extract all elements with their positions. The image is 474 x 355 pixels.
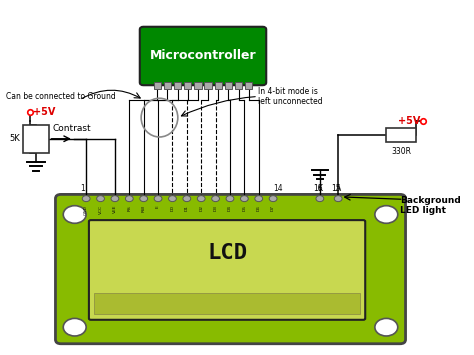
Circle shape <box>226 196 234 202</box>
Circle shape <box>316 196 324 202</box>
Bar <box>23 125 49 153</box>
Text: 1: 1 <box>80 184 85 193</box>
Text: A: A <box>336 184 341 193</box>
Circle shape <box>334 196 342 202</box>
Circle shape <box>375 206 398 223</box>
Bar <box>386 128 416 142</box>
Circle shape <box>111 196 119 202</box>
Bar <box>204 82 212 89</box>
Text: RW: RW <box>142 205 146 212</box>
Circle shape <box>82 196 90 202</box>
Text: VEE: VEE <box>113 205 117 213</box>
Text: D3: D3 <box>214 205 218 211</box>
Circle shape <box>269 196 277 202</box>
Text: D4: D4 <box>228 205 232 211</box>
Text: In 4-bit mode is
left unconnected: In 4-bit mode is left unconnected <box>258 87 323 106</box>
Text: D0: D0 <box>171 205 174 211</box>
Bar <box>154 82 161 89</box>
Text: K: K <box>318 184 322 193</box>
Text: 14: 14 <box>273 184 283 193</box>
Text: 5K: 5K <box>9 134 20 143</box>
Text: +5V: +5V <box>34 107 56 118</box>
Bar <box>184 82 191 89</box>
Circle shape <box>255 196 263 202</box>
Circle shape <box>140 196 147 202</box>
Circle shape <box>197 196 205 202</box>
Text: GND: GND <box>84 205 88 215</box>
Bar <box>164 82 171 89</box>
Text: 15: 15 <box>331 184 341 193</box>
Text: RS: RS <box>128 205 131 211</box>
Circle shape <box>154 196 162 202</box>
Circle shape <box>183 196 191 202</box>
Bar <box>225 82 232 89</box>
Text: 16: 16 <box>313 184 322 193</box>
Bar <box>194 82 201 89</box>
FancyBboxPatch shape <box>89 220 365 320</box>
Circle shape <box>97 196 104 202</box>
Text: Contrast: Contrast <box>52 125 91 133</box>
Text: 330R: 330R <box>391 147 411 155</box>
Text: VCC: VCC <box>99 205 102 214</box>
Bar <box>245 82 253 89</box>
Circle shape <box>375 318 398 336</box>
Text: Background
LED light: Background LED light <box>400 196 461 215</box>
Text: Microcontroller: Microcontroller <box>150 49 256 62</box>
Circle shape <box>63 318 86 336</box>
Text: D7: D7 <box>271 205 275 211</box>
Bar <box>235 82 242 89</box>
Text: E: E <box>156 205 160 208</box>
Bar <box>215 82 222 89</box>
Text: LCD: LCD <box>207 242 247 263</box>
Bar <box>94 293 360 314</box>
Text: Can be connected to Ground: Can be connected to Ground <box>6 92 116 101</box>
FancyBboxPatch shape <box>55 195 406 344</box>
Circle shape <box>126 196 133 202</box>
Circle shape <box>240 196 248 202</box>
Text: D2: D2 <box>199 205 203 211</box>
Circle shape <box>169 196 176 202</box>
Text: +5V: +5V <box>398 116 420 126</box>
Bar <box>174 82 181 89</box>
Text: D6: D6 <box>257 205 261 211</box>
Text: D1: D1 <box>185 205 189 211</box>
Circle shape <box>63 206 86 223</box>
FancyBboxPatch shape <box>140 27 266 85</box>
Circle shape <box>212 196 219 202</box>
Text: D5: D5 <box>242 205 246 211</box>
